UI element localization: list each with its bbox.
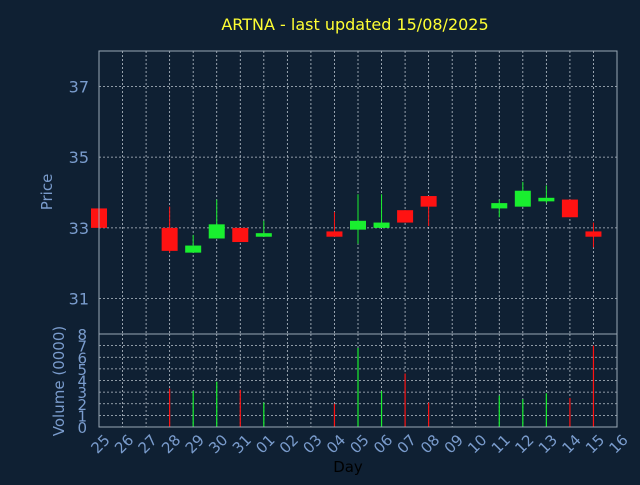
candle-body xyxy=(397,210,414,223)
x-tick-label: 29 xyxy=(182,431,208,457)
candle-body xyxy=(373,222,390,228)
x-tick-label: 04 xyxy=(323,431,349,457)
candle-body xyxy=(420,196,437,207)
price-gridlines xyxy=(98,51,618,334)
x-tick-label: 13 xyxy=(535,431,561,457)
volume-tick-label: 0 xyxy=(77,419,87,437)
x-tick-label: 27 xyxy=(135,431,161,457)
x-tick-label: 08 xyxy=(417,431,443,457)
volume-bars xyxy=(169,345,595,427)
price-tick-label: 37 xyxy=(69,77,89,96)
candle-body xyxy=(585,231,602,237)
volume-tick-label: 6 xyxy=(77,349,87,367)
candle-body xyxy=(208,224,225,239)
price-tick-label: 35 xyxy=(69,148,89,167)
x-tick-label: 15 xyxy=(582,431,608,457)
x-tick-label: 25 xyxy=(88,431,114,457)
x-tick-label: 30 xyxy=(205,431,231,457)
volume-tick-label: 3 xyxy=(77,384,87,402)
volume-tick-label: 7 xyxy=(77,338,87,356)
price-candles xyxy=(91,181,602,253)
tick-labels: 3133353701234567825262728293031010203040… xyxy=(69,77,632,457)
price-axis-label: Price xyxy=(38,174,56,211)
x-axis-label: Day xyxy=(333,458,363,476)
x-tick-label: 14 xyxy=(558,431,584,457)
candle-body xyxy=(326,231,343,237)
x-tick-label: 10 xyxy=(464,431,490,457)
candle-body xyxy=(561,199,578,218)
volume-panel-frame xyxy=(98,333,618,428)
candle-body xyxy=(185,245,202,253)
x-tick-label: 26 xyxy=(111,431,137,457)
volume-axis-label: Volume (0000) xyxy=(50,326,68,436)
candle-body xyxy=(514,190,531,207)
x-tick-label: 06 xyxy=(370,431,396,457)
candle-body xyxy=(255,233,272,237)
axes xyxy=(98,50,618,428)
x-tick-label: 05 xyxy=(347,431,373,457)
volume-tick-label: 8 xyxy=(77,326,87,344)
price-tick-label: 31 xyxy=(69,290,89,309)
x-tick-label: 12 xyxy=(511,431,537,457)
price-tick-label: 33 xyxy=(69,219,89,238)
x-tick-label: 03 xyxy=(299,431,325,457)
x-tick-label: 16 xyxy=(606,431,632,457)
volume-tick-label: 5 xyxy=(77,361,87,379)
candle-body xyxy=(350,220,366,230)
candle-body xyxy=(538,197,555,202)
volume-tick-label: 1 xyxy=(77,407,87,425)
x-tick-label: 28 xyxy=(158,431,184,457)
x-tick-label: 07 xyxy=(394,431,420,457)
candle-body xyxy=(161,227,178,251)
candle-body xyxy=(232,227,249,243)
x-tick-label: 01 xyxy=(252,431,278,457)
x-tick-label: 31 xyxy=(229,431,255,457)
x-tick-label: 11 xyxy=(488,431,514,457)
x-tick-label: 09 xyxy=(441,431,467,457)
volume-tick-label: 2 xyxy=(77,396,87,414)
x-tick-label: 02 xyxy=(276,431,302,457)
volume-tick-label: 4 xyxy=(77,373,87,391)
chart-title: ARTNA - last updated 15/08/2025 xyxy=(221,15,488,34)
candle-body xyxy=(491,203,508,209)
